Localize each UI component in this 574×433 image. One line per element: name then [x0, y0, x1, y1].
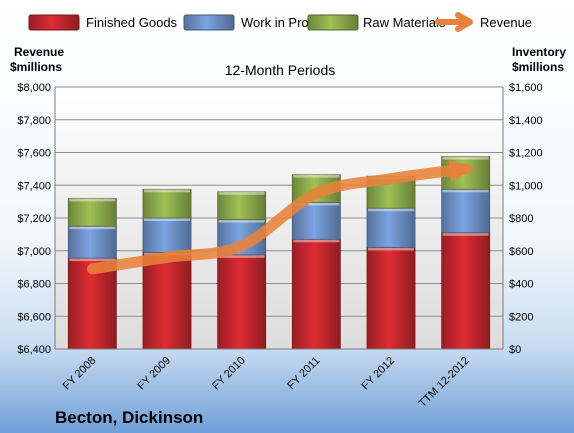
- bar-segment: [217, 254, 267, 350]
- bar-highlight: [69, 226, 116, 230]
- chart-subtitle: 12-Month Periods: [225, 62, 336, 78]
- right-axis-tick-label: $400: [509, 279, 533, 291]
- legend-item-raw-materials: Raw Materials: [307, 14, 446, 31]
- bar-segment: [366, 247, 416, 350]
- bar-highlight: [144, 218, 190, 221]
- legend-label-finished-goods: Finished Goods: [86, 15, 178, 30]
- bar-segment: [441, 188, 491, 234]
- legend-label-revenue: Revenue: [480, 15, 532, 30]
- right-axis-tick-label: $1,200: [509, 148, 543, 160]
- left-axis-tick-label: $6,600: [17, 311, 51, 323]
- bar-highlight: [218, 254, 265, 258]
- bar-highlight: [442, 189, 489, 193]
- legend-item-finished-goods: Finished Goods: [28, 14, 178, 31]
- bar-segment: [441, 232, 491, 350]
- legend-label-raw-materials: Raw Materials: [363, 15, 446, 30]
- left-axis-tick-label: $7,000: [17, 246, 51, 258]
- revenue-line: [86, 163, 472, 275]
- right-axis-tick-label: $0: [509, 344, 521, 356]
- legend-item-revenue: Revenue: [435, 12, 532, 32]
- right-axis-title-line1: Inventory: [512, 45, 566, 59]
- left-axis-tick-label: $6,400: [17, 344, 51, 356]
- left-axis-tick-label: $7,600: [17, 148, 51, 160]
- left-axis-tick-label: $8,000: [17, 82, 51, 94]
- bar-highlight: [144, 189, 190, 193]
- right-axis-tick-label: $1,000: [509, 180, 543, 192]
- bar-highlight: [293, 202, 340, 206]
- legend-swatch-finished-goods: [28, 14, 80, 31]
- legend: Finished Goods Work in Progress Raw Mate…: [28, 12, 532, 32]
- left-axis-tick-label: $7,800: [17, 115, 51, 127]
- left-axis-tick-label: $7,400: [17, 180, 51, 192]
- bar-segment: [366, 207, 416, 248]
- company-name: Becton, Dickinson: [55, 408, 203, 427]
- bar-highlight: [442, 232, 489, 236]
- legend-swatch-work-in-progress: [183, 14, 235, 31]
- bar-highlight: [442, 156, 489, 160]
- right-axis-tick-label: $200: [509, 311, 533, 323]
- bar-highlight: [368, 208, 414, 212]
- bar-segment: [217, 191, 267, 221]
- bar-highlight: [69, 258, 116, 262]
- bar-segment: [142, 251, 192, 350]
- right-axis-tick-label: $1,600: [509, 82, 543, 94]
- left-axis-tick-label: $7,200: [17, 213, 51, 225]
- bar-segment: [142, 217, 192, 253]
- bar-segment: [67, 225, 117, 259]
- bar-highlight: [368, 247, 414, 251]
- bar-highlight: [218, 219, 265, 223]
- left-axis-title-line2: $millions: [10, 60, 62, 74]
- right-axis-tick-label: $1,400: [509, 115, 543, 127]
- bar-highlight: [293, 174, 340, 178]
- legend-revenue-arrow-icon: [435, 12, 473, 32]
- right-axis-tick-label: $600: [509, 246, 533, 258]
- left-axis-tick-label: $6,800: [17, 279, 51, 291]
- revenue-arrowhead: [448, 160, 476, 182]
- legend-swatch-raw-materials: [307, 14, 359, 31]
- bar-highlight: [218, 191, 265, 195]
- bar-segment: [291, 238, 341, 350]
- bar-segment: [142, 188, 192, 219]
- right-axis-tick-label: $800: [509, 213, 533, 225]
- bar-highlight: [69, 198, 116, 202]
- bar-highlight: [293, 239, 340, 243]
- right-axis-title-line2: $millions: [512, 60, 564, 74]
- left-axis-title-line1: Revenue: [14, 45, 64, 59]
- bar-segment: [67, 197, 117, 227]
